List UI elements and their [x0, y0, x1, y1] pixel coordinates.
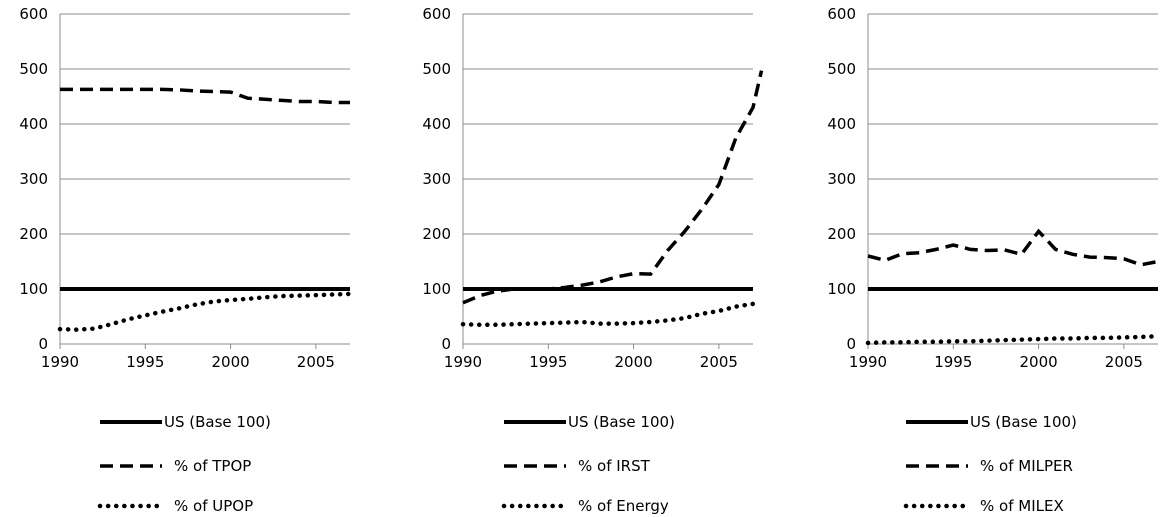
chart2-x-tick-label-1995: 1995 [529, 353, 567, 371]
chart3-x-tick-label-2005: 2005 [1105, 353, 1143, 371]
chart1-x-tick-label-2005: 2005 [297, 353, 335, 371]
chart1-y-tick-label-100: 100 [19, 280, 48, 298]
chart1-y-tick-label-0: 0 [38, 335, 48, 353]
chart1-y-tick-label-300: 300 [19, 170, 48, 188]
chart1-series-3-line [57, 291, 353, 332]
chart2-legend-1-label: US (Base 100) [568, 413, 675, 431]
chart3-x-tick-label-1990: 1990 [849, 353, 887, 371]
chart1-y-tick-label-600: 600 [19, 5, 48, 23]
chart2-y-tick-label-400: 400 [422, 115, 451, 133]
chart2-legend-3-label: % of Energy [578, 497, 669, 515]
chart2-y-tick-label-0: 0 [441, 335, 451, 353]
chart2-x-tick-label-1990: 1990 [444, 353, 482, 371]
chart1-x-tick-label-2000: 2000 [211, 353, 249, 371]
chart3-y-tick-label-300: 300 [827, 170, 856, 188]
chart3-y-tick-label-400: 400 [827, 115, 856, 133]
chart3-x-tick-label-2000: 2000 [1019, 353, 1057, 371]
chart2-series-2-line [462, 70, 764, 305]
chart1-x-tick-label-1995: 1995 [126, 353, 164, 371]
chart2-series-3-line [460, 301, 756, 328]
chart1-y-tick-label-200: 200 [19, 225, 48, 243]
chart2-x-tick-label-2005: 2005 [700, 353, 738, 371]
chart1-y-tick-label-400: 400 [19, 115, 48, 133]
chart2-y-tick-label-100: 100 [422, 280, 451, 298]
chart3-y-tick-label-500: 500 [827, 60, 856, 78]
chart3-x-tick-label-1995: 1995 [934, 353, 972, 371]
chart3-legend-1-label: US (Base 100) [970, 413, 1077, 431]
chart2-x-tick-label-2000: 2000 [614, 353, 652, 371]
chart3-legend-3-label: % of MILEX [980, 497, 1064, 515]
chart3-y-tick-label-100: 100 [827, 280, 856, 298]
chart3-legend-2-label: % of MILPER [980, 457, 1073, 475]
chart3-y-tick-label-0: 0 [846, 335, 856, 353]
chart3-y-tick-label-600: 600 [827, 5, 856, 23]
chart3-series-2-line [867, 228, 1159, 267]
chart1-legend-1-label: US (Base 100) [164, 413, 271, 431]
chart2-y-tick-label-300: 300 [422, 170, 451, 188]
chart1-series-2-line [60, 87, 350, 105]
chart2-legend-2-label: % of IRST [578, 457, 651, 475]
chart2-y-tick-label-600: 600 [422, 5, 451, 23]
chart3-series-3-line [865, 334, 1161, 346]
chart1-legend-2-label: % of TPOP [174, 457, 251, 475]
chart3-y-tick-label-200: 200 [827, 225, 856, 243]
chart1-legend-3-label: % of UPOP [174, 497, 253, 515]
chart1-x-tick-label-1990: 1990 [41, 353, 79, 371]
chart2-y-tick-label-500: 500 [422, 60, 451, 78]
chart1-y-tick-label-500: 500 [19, 60, 48, 78]
chart2-y-tick-label-200: 200 [422, 225, 451, 243]
